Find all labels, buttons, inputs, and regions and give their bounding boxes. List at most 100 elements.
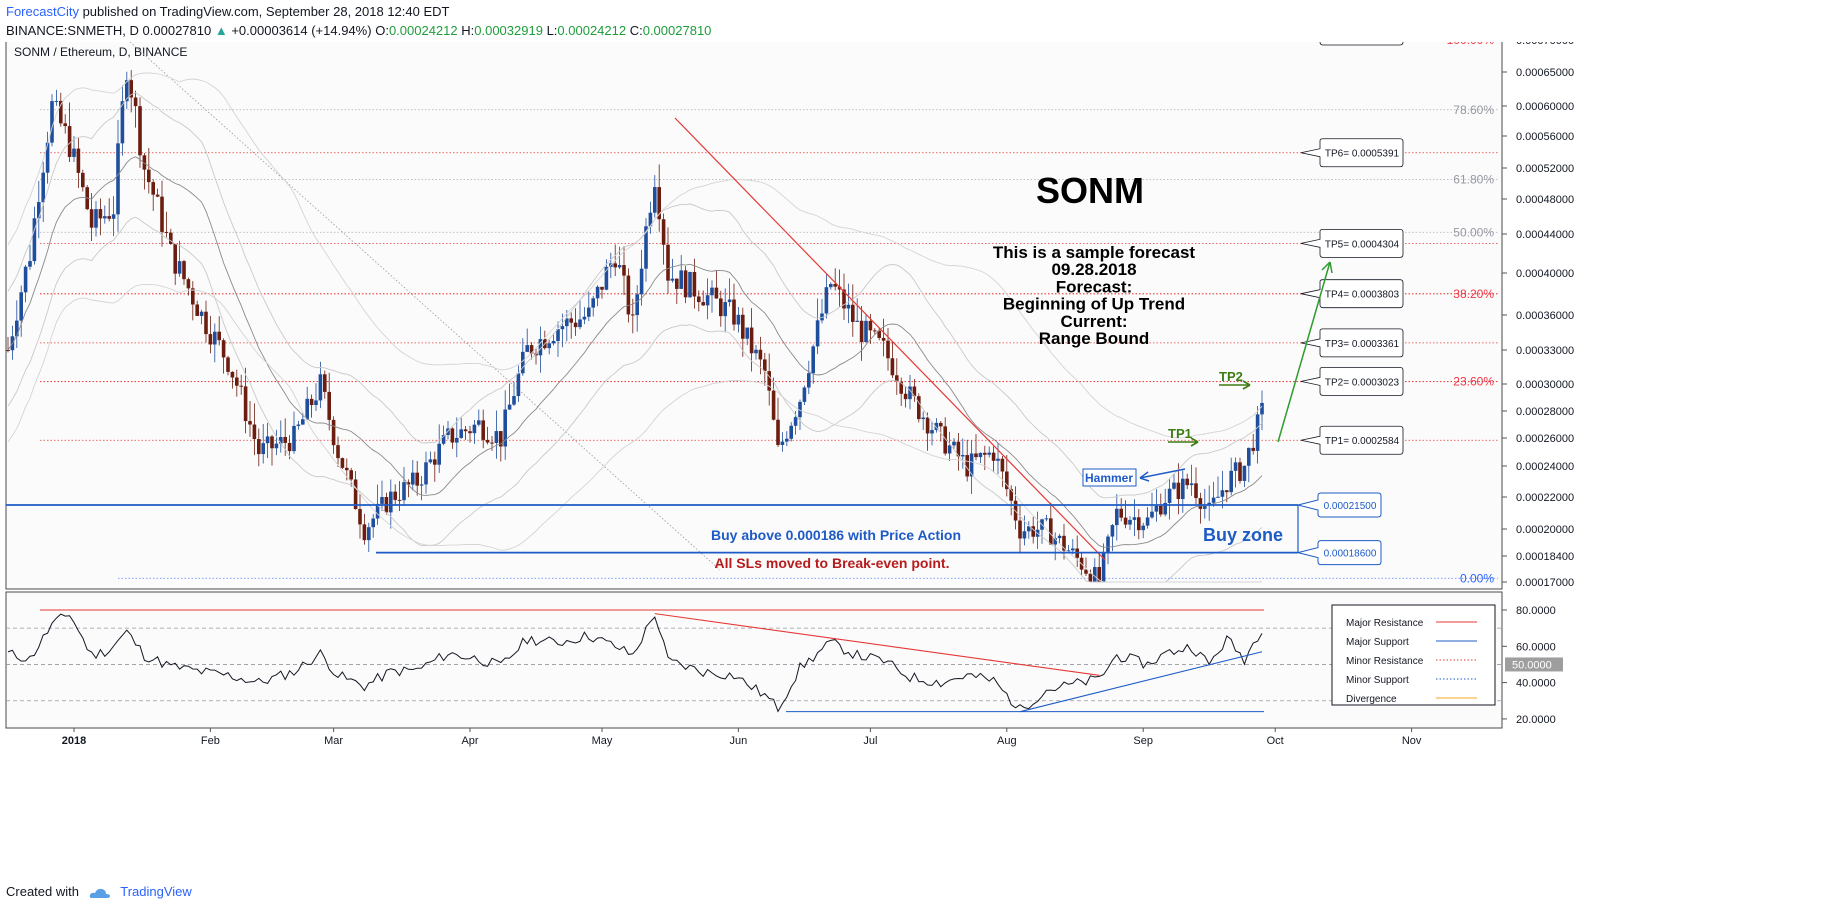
tp-callout-label: TP5= 0.0004304	[1325, 239, 1400, 250]
y-tick-label: 0.00052000	[1516, 163, 1574, 175]
candle-body	[257, 439, 261, 455]
legend-entry-label: Major Resistance	[1346, 618, 1424, 629]
candle-body	[771, 390, 776, 420]
y-tick-label: 0.00022000	[1516, 492, 1574, 504]
candle-body	[996, 458, 1000, 461]
candle-body	[749, 327, 754, 354]
candle-body	[98, 209, 103, 219]
sl-note: All SLs moved to Break-even point.	[715, 555, 950, 571]
candle-body	[1053, 538, 1057, 545]
candle-body	[987, 452, 991, 455]
candle-body	[820, 313, 824, 321]
candle-body	[323, 374, 327, 392]
candle-body	[331, 419, 336, 446]
candle-body	[846, 304, 851, 309]
candle-body	[529, 345, 534, 354]
y-tick-label: 0.00036000	[1516, 310, 1574, 322]
fib-level-label: 78.60%	[1453, 103, 1494, 117]
candle-body	[265, 436, 270, 444]
candle-body	[727, 299, 732, 303]
candle-body	[120, 101, 125, 144]
candle-body	[1101, 552, 1106, 582]
candle-body	[270, 436, 274, 449]
candle-body	[635, 294, 639, 316]
candle-body	[1027, 526, 1031, 532]
oscillator-pane[interactable]	[5, 591, 1503, 729]
candle-body	[37, 202, 41, 219]
candle-body	[437, 443, 441, 465]
candle-body	[903, 393, 908, 400]
candle-body	[741, 314, 745, 339]
zone-callout-label: 0.00021500	[1324, 501, 1377, 512]
candle-body	[877, 330, 881, 338]
candle-body	[217, 331, 221, 341]
candle-body	[758, 349, 763, 360]
tradingview-link[interactable]: TradingView	[120, 884, 192, 899]
candle-body	[1172, 482, 1176, 489]
candle-body	[1145, 517, 1150, 526]
candle-body	[556, 329, 560, 341]
candle-body	[560, 326, 565, 330]
candle-body	[133, 97, 138, 107]
tp-callout	[1300, 138, 1404, 168]
candle-body	[463, 429, 468, 432]
candle-body	[116, 143, 120, 215]
forecast-text-line: Beginning of Up Trend	[1003, 295, 1185, 314]
candle-body	[512, 396, 516, 405]
uptrend-arrowhead-icon	[1321, 261, 1333, 274]
candle-body	[798, 401, 802, 418]
fib-level-label: 61.80%	[1453, 173, 1494, 187]
tp-callout	[1300, 328, 1404, 358]
candle-body	[1220, 490, 1225, 497]
candle-body	[974, 453, 978, 458]
candle-body	[793, 417, 798, 426]
candle-body	[754, 349, 758, 354]
legend-entry-label: Minor Resistance	[1346, 656, 1424, 667]
candle-body	[807, 373, 811, 388]
candle-body	[499, 431, 503, 447]
price-chart[interactable]: SONM / Ethereum, D, BINANCE 0.00070000 0.0…	[0, 42, 1828, 882]
publisher-link[interactable]: ForecastCity	[6, 4, 79, 19]
candle-body	[837, 286, 842, 290]
candle-body	[595, 286, 600, 299]
x-tick-label: Jul	[863, 735, 877, 747]
fib-level-label: 0.00%	[1460, 571, 1494, 585]
forecast-text-line: Current:	[1060, 312, 1127, 331]
osc-y-tick-label: 20.0000	[1516, 714, 1556, 726]
chart-title: SONM / Ethereum, D, BINANCE	[14, 45, 187, 59]
hammer-pointer	[1139, 468, 1186, 479]
candle-body	[1018, 520, 1022, 539]
forecast-text-line: Range Bound	[1039, 329, 1150, 348]
candle-body	[1163, 502, 1167, 515]
candle-body	[309, 398, 314, 406]
candle-body	[221, 340, 226, 358]
candle-body	[59, 100, 63, 124]
y-tick-label: 0.00028000	[1516, 406, 1574, 418]
candle-body	[296, 424, 301, 426]
candle-body	[468, 431, 472, 434]
x-tick-label: 2018	[62, 735, 86, 747]
candle-body	[94, 209, 98, 228]
candle-body	[503, 409, 507, 447]
candle-body	[1005, 471, 1009, 490]
candle-body	[186, 279, 191, 289]
candle-body	[367, 527, 371, 541]
tp-callout	[1300, 228, 1404, 258]
candle-body	[142, 155, 147, 170]
candle-body	[1238, 462, 1242, 481]
downtrend-line	[674, 117, 1106, 561]
candle-body	[441, 434, 446, 444]
candle-body	[353, 479, 358, 510]
candle-body	[569, 318, 573, 323]
candle-body	[745, 327, 749, 339]
candle-body	[565, 318, 569, 327]
main-pane[interactable]	[5, 42, 1503, 590]
candle-body	[138, 106, 142, 156]
open-label: O:	[375, 23, 389, 38]
tp-callout-label: TP6= 0.0005391	[1325, 149, 1400, 160]
candle-body	[472, 424, 477, 434]
forecast-text-line: 09.28.2018	[1051, 260, 1136, 279]
candle-body	[1066, 550, 1071, 552]
candle-body	[582, 316, 587, 320]
y-tick-label: 0.00017000	[1516, 577, 1574, 589]
